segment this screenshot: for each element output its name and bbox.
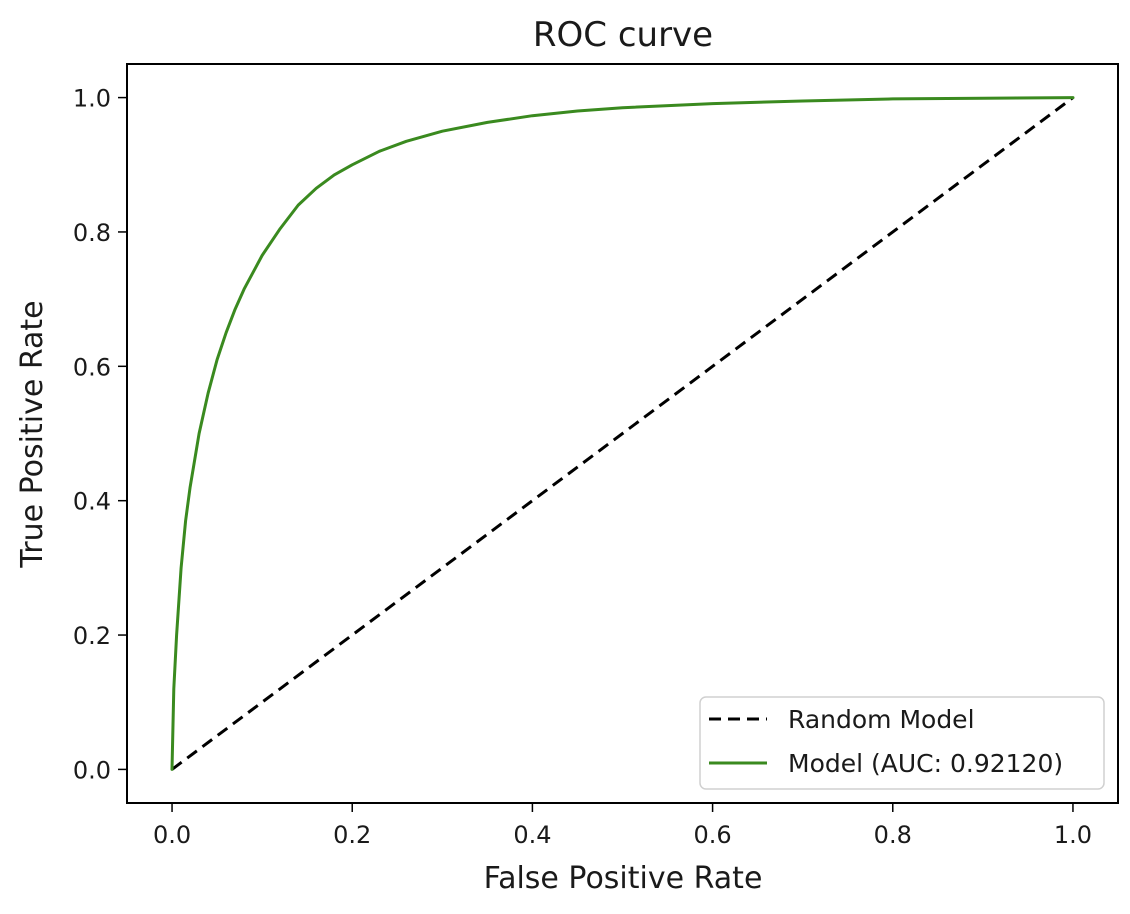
x-tick-label: 0.4	[513, 821, 551, 849]
random-model-line	[171, 96, 1074, 771]
legend-label-model: Model (AUC: 0.92120)	[788, 749, 1063, 778]
x-tick-label: 0.0	[153, 821, 191, 849]
y-tick-label: 0.0	[73, 756, 111, 784]
legend: Random Model Model (AUC: 0.92120)	[699, 696, 1105, 790]
chart-title: ROC curve	[533, 15, 713, 55]
x-tick-label: 0.2	[333, 821, 371, 849]
x-tick-label: 0.8	[874, 821, 912, 849]
legend-box	[699, 696, 1105, 790]
legend-label-random-model: Random Model	[788, 705, 975, 734]
y-tick-label: 0.2	[73, 622, 111, 650]
y-tick-label: 0.6	[73, 353, 111, 381]
y-tick-label: 0.8	[73, 219, 111, 247]
y-axis-label: True Positive Rate	[15, 300, 50, 568]
plot-series	[170, 96, 1075, 771]
x-axis-label: False Positive Rate	[484, 861, 763, 896]
axis-ticks: 0.0 0.2 0.4 0.6 0.8 1.0 0.0 0.2 0.4 0.6 0.8 1.0	[73, 85, 1092, 849]
y-tick-label: 0.4	[73, 488, 111, 516]
x-tick-label: 1.0	[1054, 821, 1092, 849]
x-tick-label: 0.6	[694, 821, 732, 849]
plot-frame	[126, 63, 1119, 804]
model-roc-line	[170, 96, 1075, 771]
y-tick-label: 1.0	[73, 85, 111, 113]
